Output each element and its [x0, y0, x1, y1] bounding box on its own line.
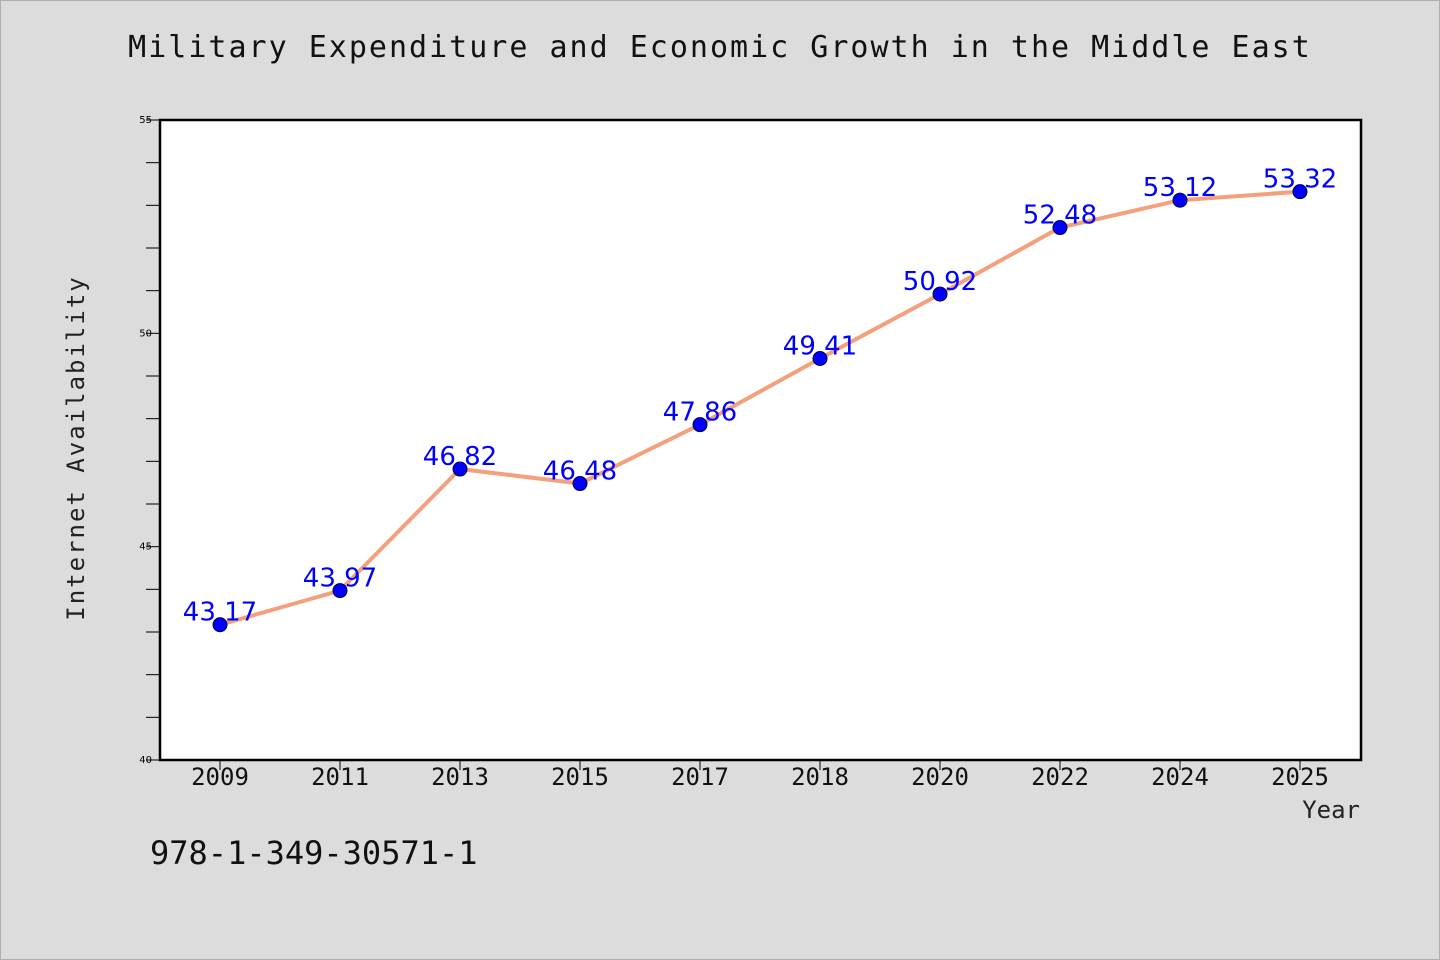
series-group: [212, 184, 1308, 633]
series-line: [218, 189, 1302, 627]
data-point: [332, 583, 348, 599]
data-point: [1292, 184, 1308, 200]
data-point: [452, 461, 468, 477]
data-label: 53.32: [1263, 165, 1337, 195]
x-tick-label: 2020: [911, 763, 969, 791]
data-labels-group: 43.17 43.97 46.82 46.48 47.86 49.41 50.92 52.48…: [183, 165, 1337, 628]
plot-border: [158, 118, 1363, 762]
data-label: 53.12: [1143, 173, 1217, 203]
plot-area: [160, 120, 1361, 760]
x-tick-label: 2011: [311, 763, 369, 791]
x-tick-label: 2015: [551, 763, 609, 791]
data-point: [212, 617, 228, 633]
x-tick-label: 2024: [1151, 763, 1209, 791]
data-label: 46.82: [423, 442, 497, 472]
x-axis-label: Year: [1302, 796, 1360, 824]
x-tick-label: 2009: [191, 763, 249, 791]
data-label: 52.48: [1023, 201, 1097, 231]
x-tick-label: 2018: [791, 763, 849, 791]
data-point: [1052, 220, 1068, 236]
y-tick-label: 40: [139, 755, 152, 766]
data-label: 43.17: [183, 598, 257, 628]
data-label: 43.97: [303, 564, 377, 594]
chart-title: Military Expenditure and Economic Growth…: [128, 30, 1312, 65]
y-tick-label: 45: [139, 542, 152, 553]
data-label: 49.41: [783, 332, 857, 362]
x-tick-label: 2017: [671, 763, 729, 791]
data-label: 50.92: [903, 267, 977, 297]
x-tick-label: 2022: [1031, 763, 1089, 791]
data-label: 47.86: [663, 398, 737, 428]
x-tick-label: 2013: [431, 763, 489, 791]
data-point: [572, 476, 588, 492]
data-point: [692, 417, 708, 433]
data-point: [1172, 192, 1188, 208]
isbn-code: 978-1-349-30571-1: [150, 834, 478, 872]
data-point: [812, 351, 828, 367]
x-tick-label: 2025: [1271, 763, 1329, 791]
y-tick-label: 50: [139, 328, 152, 339]
x-axis-ticks: 2009 2011 2013 2015 2017 2018 2020 2022 2024 2025: [191, 760, 1329, 791]
data-point: [932, 286, 948, 302]
y-axis-ticks: 40 45 50 55: [139, 115, 160, 766]
data-label: 46.48: [543, 457, 617, 487]
y-tick-label: 55: [139, 115, 152, 126]
